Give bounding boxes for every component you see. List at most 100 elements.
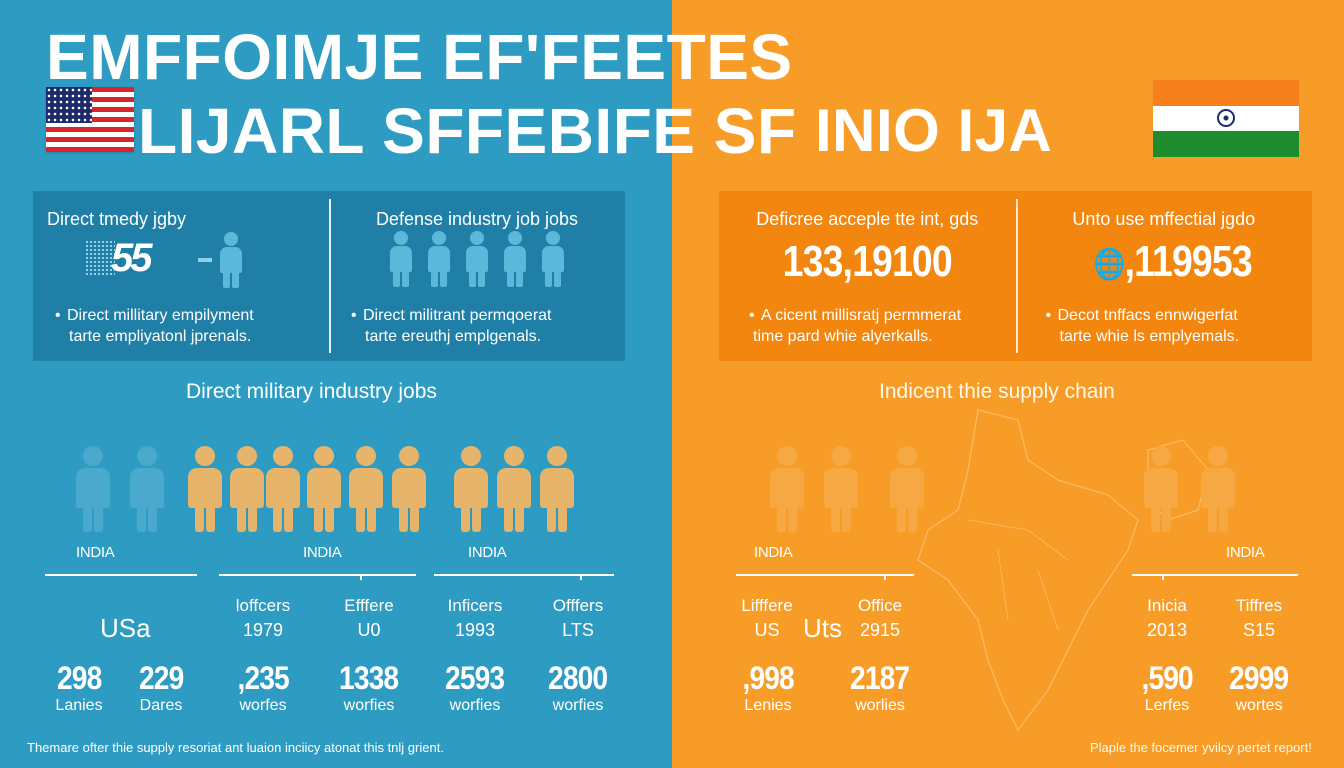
person-icon [425,231,453,287]
cell-title: Direct tmedy jgby [47,209,187,229]
stat-header-line2: 2013 [1146,620,1188,640]
person-icon [387,231,415,287]
bullet-text: • Direct militrant permqoerat tarte ereut… [351,305,617,347]
person-icon [822,446,860,532]
badge-number: 55 [111,236,152,280]
panel-cell: Deficree acceple tte int, gds 133,19100 … [719,191,1016,361]
stat-unit: Lerfes [1144,697,1190,714]
big-number: 🌐,119953 [1038,237,1290,287]
india-title: INIO IJA [815,97,1053,164]
stat-header-line1: Efffere [344,596,394,615]
stat-header: Tiffres S15 [1219,594,1299,642]
stat-number: 229 [138,660,184,696]
bullet-text: • Decot tnffacs ennwigerfat tarte whie ls… [1046,305,1305,347]
divider-line [736,574,914,580]
person-icon [452,446,490,532]
person-icon [501,231,529,287]
stat-unit: Lenies [744,697,792,714]
panel-divider [1015,199,1018,353]
person-icon [463,231,491,287]
person-icon [74,446,112,532]
usa-info-panel: Direct tmedy jgby 55 • Direct millitary e… [33,191,625,361]
stat-value: 2593 worfies [435,660,515,716]
stat-value: 1338 worfies [329,660,409,716]
stat-header-line1: Tiffres [1235,596,1283,615]
person-icon [538,446,576,532]
stat-number: 2593 [445,660,505,696]
bullet-text: • Direct millitary empilyment tarte empli… [55,305,321,347]
arrow-icon [198,258,212,262]
panel-divider [329,199,331,353]
stat-header-line2: LTS [562,620,594,640]
stat-header-line2: 1979 [242,620,284,640]
divider-line [45,574,197,576]
bullet-text: • A cicent millisratj permmerat time pard… [749,305,1008,347]
worker-icon [217,232,245,288]
right-footnote: Plaple the focemer yvilcy pertet report! [1090,740,1312,755]
stat-header: Inicia 2013 [1127,594,1207,642]
stat-value: 298 Lanies [44,660,114,716]
stat-value: 229 Dares [126,660,196,716]
big-number-value: ,119953 [1124,237,1252,286]
stat-header-line1: Inficers [447,596,503,615]
bullet-line: tarte whie ls emplyemals. [1059,328,1240,345]
stat-header: Inficers 1993 [435,594,515,642]
person-icon [390,446,428,532]
cell-title: Defense industry job jobs [375,209,579,229]
stat-number: 298 [56,660,102,696]
panel-cell: Unto use mffectial jgdo 🌐,119953 • Decot … [1016,191,1313,361]
group-label: INDIA [303,544,342,561]
stat-header: Office 2915 [840,594,920,642]
stat-unit: worfes [239,697,287,714]
stat-unit: Lanies [55,697,103,714]
stat-number: ,235 [237,660,289,696]
stat-header: loffcers 1979 [223,594,303,642]
bullet-line: tarte ereuthj emplgenals. [365,328,542,345]
india-map-icon [917,409,1209,732]
stat-value: ,998 Lenies [728,660,808,716]
group-label: INDIA [468,544,507,561]
person-icon [888,446,926,532]
55-badge-icon: 55 [85,232,245,288]
stat-header-line1: Lifffere [741,596,793,615]
main-title-line1: EMFFOIMJE EF'FEETES [46,21,793,93]
stat-header-line1: loffcers [235,596,291,615]
stat-header-line2: 1993 [454,620,496,640]
person-icon [305,446,343,532]
stat-unit: worfies [449,697,501,714]
us-flag-icon [46,87,134,152]
stat-value: ,235 worfes [223,660,303,716]
stat-number: ,590 [1141,660,1193,696]
usa-label: USa [100,613,151,643]
stat-unit: worfies [343,697,395,714]
globe-icon: 🌐 [1093,247,1125,281]
stat-header: Efffere U0 [329,594,409,642]
person-icon [128,446,166,532]
stat-number: ,998 [742,660,794,696]
stat-header-line2: 2915 [859,620,901,640]
group-label: INDIA [754,544,793,561]
stat-header-line1: Office [857,596,903,615]
stat-header-line1: Inicia [1147,596,1187,615]
left-footnote: Themare ofter thie supply resoriat ant l… [27,740,444,755]
bullet-line: Direct millitary empilyment [67,307,254,324]
stat-unit: wortes [1235,697,1283,714]
stat-value: ,590 Lerfes [1127,660,1207,716]
group-label: INDIA [1226,544,1265,561]
panel-cell: Direct tmedy jgby 55 • Direct millitary e… [33,191,329,361]
person-icon [1142,446,1180,532]
bullet-line: Direct militrant permqoerat [363,307,552,324]
stat-value: 2999 wortes [1219,660,1299,716]
main-title-line2: LIJARL SFFEBIFE SF [138,95,797,167]
bullet-line: Decot tnffacs ennwigerfat [1057,307,1238,324]
divider-line [1132,574,1298,580]
india-flag-icon [1153,80,1299,157]
stat-value: 2800 worfies [538,660,618,716]
person-icon [186,446,224,532]
stat-unit: worlies [855,697,905,714]
left-section-title: Direct military industry jobs [186,380,437,403]
stat-value: 2187 worlies [840,660,920,716]
stat-header-line2: S15 [1242,620,1276,640]
person-icon [495,446,533,532]
stat-header-line1: Offfers [552,596,604,615]
